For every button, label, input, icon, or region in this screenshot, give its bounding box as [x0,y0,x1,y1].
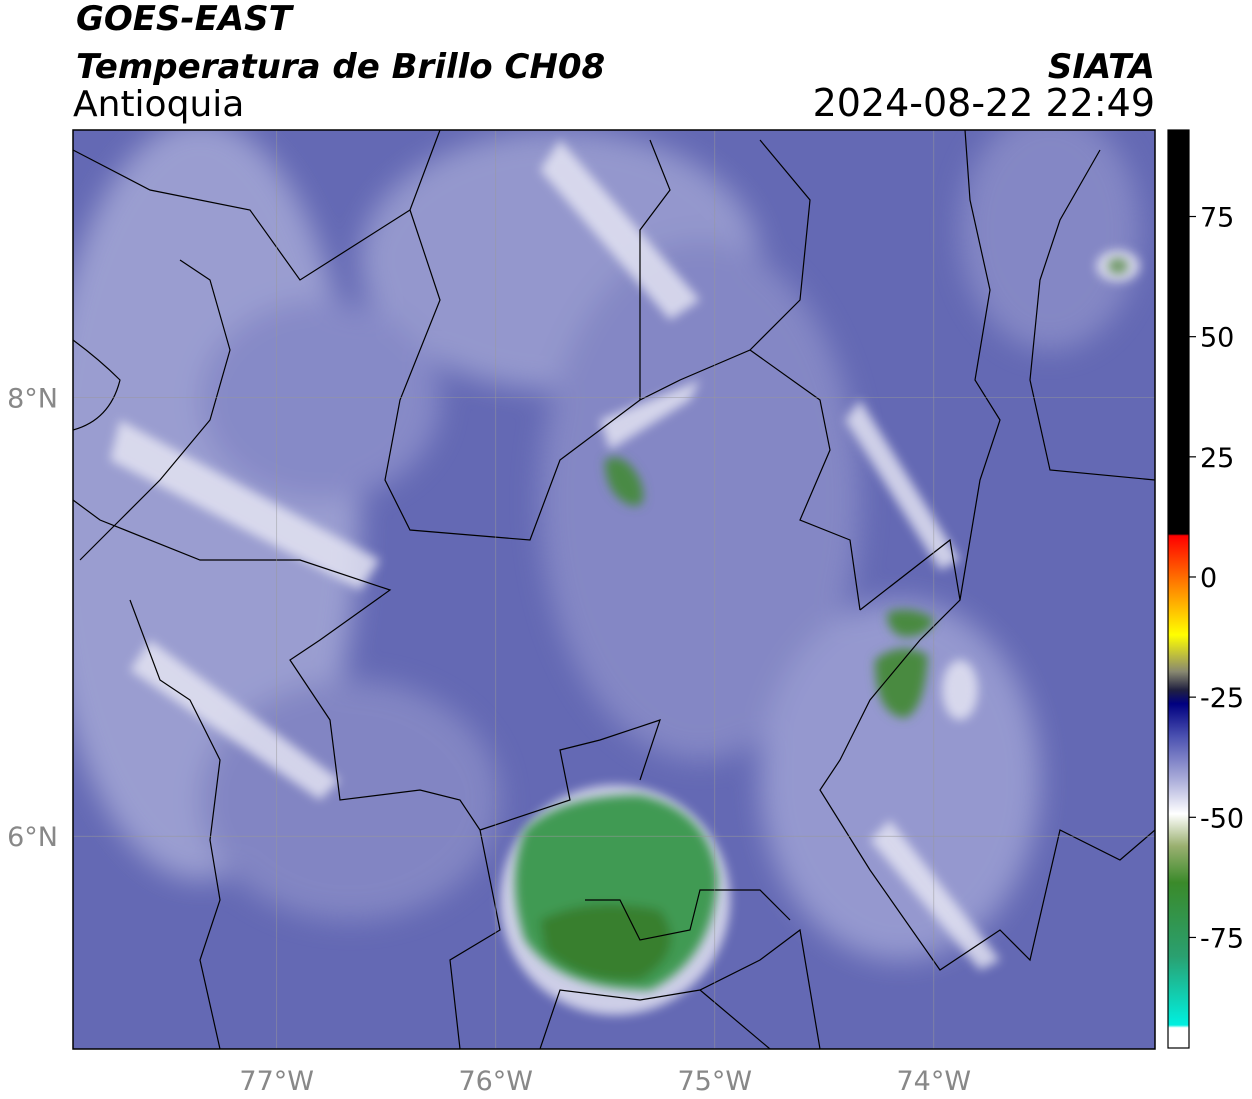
y-tick-label: 6°N [7,822,58,853]
y-tick-label: 8°N [7,384,58,415]
satellite-image [73,130,1155,1049]
colorbar-tick-label: 25 [1200,443,1234,474]
colorbar-tick-label: 50 [1200,323,1234,354]
datetime: 2024-08-22 22:49 [813,81,1155,125]
colorbar-tick-label: -75 [1200,923,1244,954]
region: Antioquia [73,84,244,125]
map-frame [72,129,1156,1050]
colorbar-tick-label: -50 [1200,803,1244,834]
colorbar-tick-label: 75 [1200,203,1234,234]
product: GOES-EAST [76,0,295,39]
x-tick-label: 75°W [677,1066,752,1097]
colorbar [1167,129,1190,1049]
x-tick-label: 77°W [239,1066,314,1097]
x-tick-label: 74°W [897,1066,972,1097]
source: SIATA [1048,47,1155,87]
colorbar-tick-label: -25 [1200,683,1244,714]
x-tick-label: 76°W [458,1066,533,1097]
colorbar-tick-label: 0 [1200,563,1217,594]
title: Temperatura de Brillo CH08 [76,47,605,87]
grid [73,130,1155,1049]
